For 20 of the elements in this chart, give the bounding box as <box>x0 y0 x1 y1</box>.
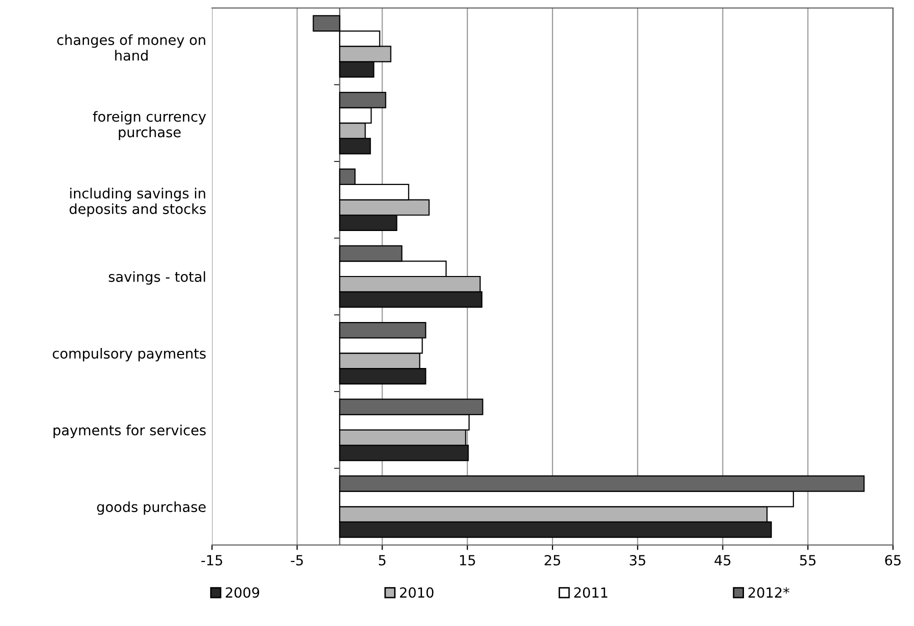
x-tick-label: 25 <box>544 554 560 566</box>
legend-label: 2009 <box>226 587 260 598</box>
y-tick-label: compulsory payments <box>52 348 206 362</box>
x-tick-label: -15 <box>201 555 222 566</box>
x-tick-label: 55 <box>800 555 816 566</box>
x-tick-label: 15 <box>460 555 475 566</box>
x-tick-label: -5 <box>290 555 303 566</box>
y-tick-label: goods purchase <box>97 501 206 515</box>
legend-label: 2011 <box>574 587 608 598</box>
x-tick-label: 35 <box>630 554 646 566</box>
legend-label: 2010 <box>400 587 434 598</box>
y-tick-label: payments for services <box>54 424 206 438</box>
y-tick-label: foreign currency purchase <box>92 111 206 140</box>
x-tick-label: 5 <box>378 555 386 566</box>
x-tick-label: 45 <box>714 555 730 566</box>
x-tick-label: 65 <box>885 554 901 566</box>
legend-label: 2012* <box>748 587 790 598</box>
y-tick-label: including savings in deposits and stocks <box>70 188 206 217</box>
y-tick-label: savings - total <box>108 271 206 285</box>
y-tick-label: changes of money on hand <box>57 34 206 61</box>
